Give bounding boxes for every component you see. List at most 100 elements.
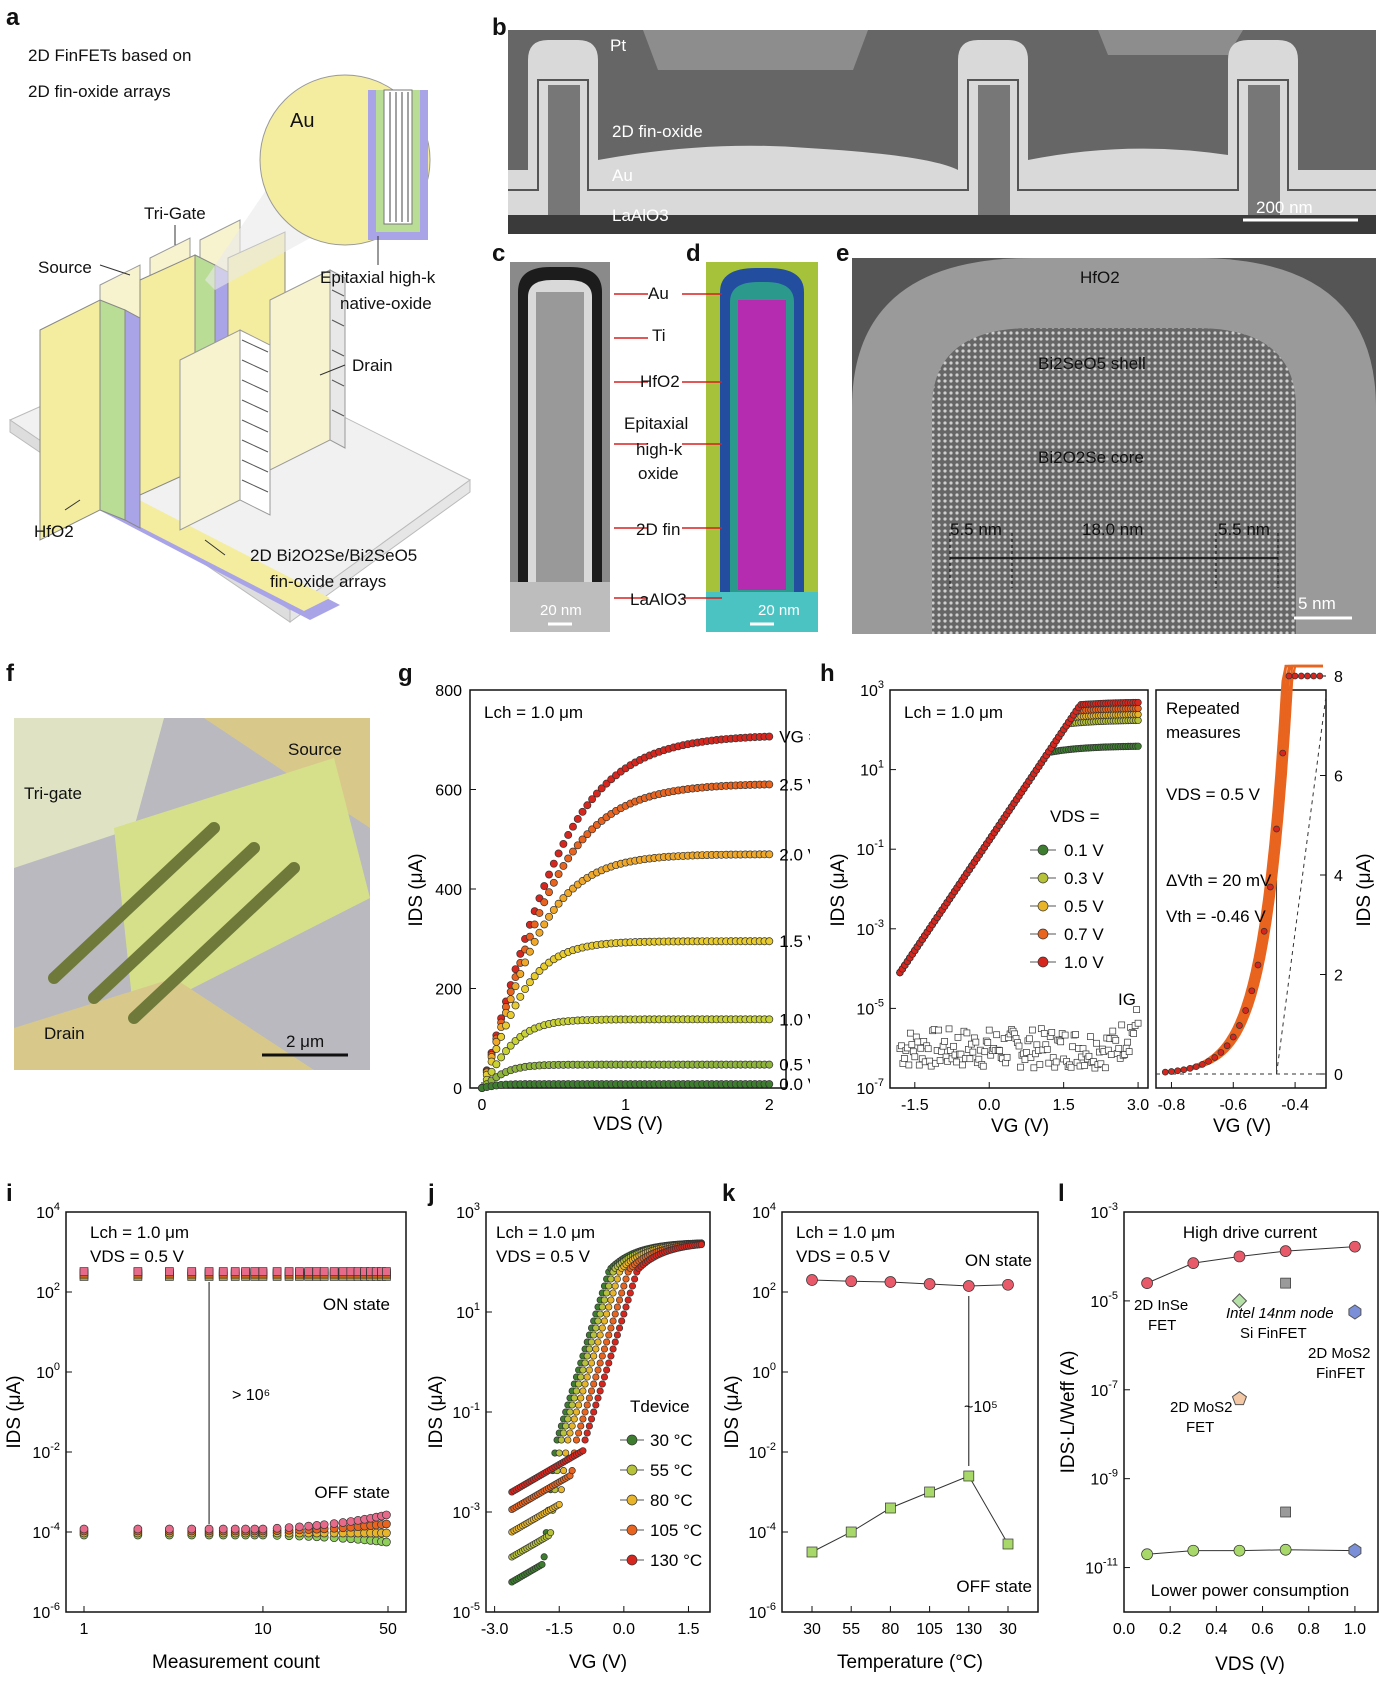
chart-i-off-point (295, 1522, 304, 1532)
chart-l-ref-marker (1348, 1543, 1362, 1559)
chart-h2-point (1267, 883, 1274, 891)
chart-h2-point (1297, 672, 1305, 680)
chart-i-off-point (382, 1528, 391, 1538)
chart-g-point (530, 937, 539, 946)
chart-h-ig-point (1052, 1058, 1060, 1066)
chart-g-frame (469, 689, 787, 1089)
chart-j-point (598, 1303, 606, 1311)
trigate-label: Tri-Gate (144, 204, 206, 223)
chart-j-point (547, 1529, 555, 1537)
chart-l-on-point (1279, 1245, 1292, 1257)
chart-i-on-point (204, 1267, 214, 1276)
haadf-core-label: Bi2O2Se core (1038, 448, 1144, 467)
chart-j-ylabel: IDS (μA) (426, 1375, 447, 1448)
chart-i-off-point (382, 1519, 391, 1529)
chart-i-ytick-label: 10-2 (32, 1441, 60, 1462)
chart-j-point (611, 1282, 619, 1290)
chart-j-point (611, 1310, 619, 1318)
chart-k-xtick-label: 30 (999, 1621, 1017, 1638)
eds-scalebar-label: 20 nm (758, 602, 800, 619)
chart-h-ig-point (966, 1055, 974, 1063)
chart-i-on-point (165, 1267, 174, 1276)
chart-j-point (555, 1500, 563, 1509)
chart-h-ig-point (1133, 1006, 1140, 1013)
chart-g-point (497, 1053, 506, 1062)
chart-h-legend-marker (1037, 872, 1049, 884)
sem-substrate-label: LaAlO3 (612, 206, 669, 225)
chart-k-on-line (811, 1279, 1009, 1287)
chart-h-ig-point (985, 1026, 993, 1034)
zoom-au-label: Au (290, 110, 315, 132)
chart-g-point (559, 839, 568, 848)
chart-j-ytick-exp: -3 (470, 1501, 480, 1513)
chart-i-ytick-label: 10-6 (32, 1601, 60, 1622)
hfo2-label: HfO2 (34, 522, 74, 541)
chart-j-point (618, 1317, 626, 1325)
chart-l-ytick-label: 10-3 (1090, 1201, 1118, 1222)
chart-j-point (577, 1394, 585, 1402)
chart-j-point (596, 1387, 604, 1395)
chart-j-point (600, 1345, 609, 1353)
chart-g-series-label: 2.5 V (779, 775, 810, 794)
chart-i-ytick-label: 100 (36, 1361, 60, 1382)
source-label: Source (38, 258, 92, 277)
chart-k-xtick-label: 30 (803, 1621, 821, 1638)
chart-j-ytick-label: 10-5 (452, 1601, 480, 1622)
device-scalebar-label: 2 μm (286, 1032, 325, 1051)
chart-h-ig-point (1081, 1062, 1088, 1069)
chart-l-xtick-label: 0.0 (1113, 1621, 1135, 1638)
chart-j-point (564, 1415, 572, 1423)
chart-h2-point (1217, 1049, 1225, 1056)
tem-scalebar-label: 20 nm (540, 602, 582, 619)
chart-h-ig-point (1026, 1035, 1033, 1043)
chart-l-xtick-label: 0.4 (1205, 1621, 1227, 1638)
sem-fin-oxide-label: 2D fin-oxide (612, 122, 703, 141)
chart-k-ytick-exp: -6 (766, 1601, 776, 1613)
chart-g-series-label: 1.5 V (779, 932, 810, 951)
chart-h2-point (1180, 1066, 1188, 1074)
chart-j-point (590, 1331, 598, 1339)
chart-l-ytick-label: 10-9 (1090, 1468, 1118, 1489)
chart-j-point (622, 1275, 630, 1283)
chart-g-point (549, 859, 558, 868)
chart-i-ytick-label: 102 (36, 1281, 60, 1302)
chart-h-ig-point (915, 1061, 923, 1069)
chart-k-ytick-label: 104 (752, 1201, 776, 1222)
chart-h-legend-label: 0.1 V (1064, 841, 1104, 860)
chart-h-ig-point (996, 1047, 1003, 1054)
chart-l-on-point (1187, 1257, 1200, 1269)
chart-k-off-point (963, 1470, 975, 1482)
chart-g-point (511, 965, 520, 974)
chart-j-point (570, 1415, 578, 1423)
chart-k-ytick-label: 100 (752, 1361, 776, 1382)
chart-j-point (613, 1275, 621, 1283)
haadf-dim-right: 5.5 nm (1218, 520, 1270, 539)
chart-k-xtick-label: 105 (916, 1621, 943, 1638)
sem-pt-label: Pt (610, 36, 627, 55)
chart-j-point (594, 1366, 602, 1374)
panel-label-f: f (6, 660, 14, 687)
chart-j-point (579, 1366, 587, 1374)
cd-epitaxial-label-line1: Epitaxial (624, 414, 689, 433)
chart-j-point (575, 1429, 583, 1437)
chart-k-temperature-on-off: 30 55 80 105 130 30 10-6 10-4 10-2 100 102 104 Lch … (722, 1201, 1039, 1673)
ref-intel-label-2: Si FinFET (1240, 1325, 1307, 1342)
chart-h-ig-point (945, 1025, 953, 1033)
chart-i-on-point (272, 1267, 282, 1276)
chart-h2-ytick-label: 0 (1334, 1067, 1343, 1084)
chart-i-on-point (312, 1267, 322, 1276)
chart-g-point (569, 822, 577, 831)
haadf-hfo2-label: HfO2 (1080, 268, 1120, 287)
chart-g-ytick-label: 200 (435, 982, 462, 999)
chart-h-ig-point (1002, 1059, 1009, 1067)
chart-h-ig-point (1015, 1042, 1023, 1050)
panel-label-k: k (722, 1180, 736, 1207)
panel-c-tem-image: 20 nm (510, 262, 610, 632)
chart-h-ig-label: IG (1118, 990, 1136, 1009)
chart-j-point (600, 1373, 609, 1381)
chart-j-point (594, 1317, 602, 1325)
chart-h-ig-point (950, 1042, 957, 1050)
chart-h-ig-point (935, 1026, 942, 1034)
chart-j-point (581, 1436, 589, 1444)
chart-j-point (598, 1324, 606, 1332)
